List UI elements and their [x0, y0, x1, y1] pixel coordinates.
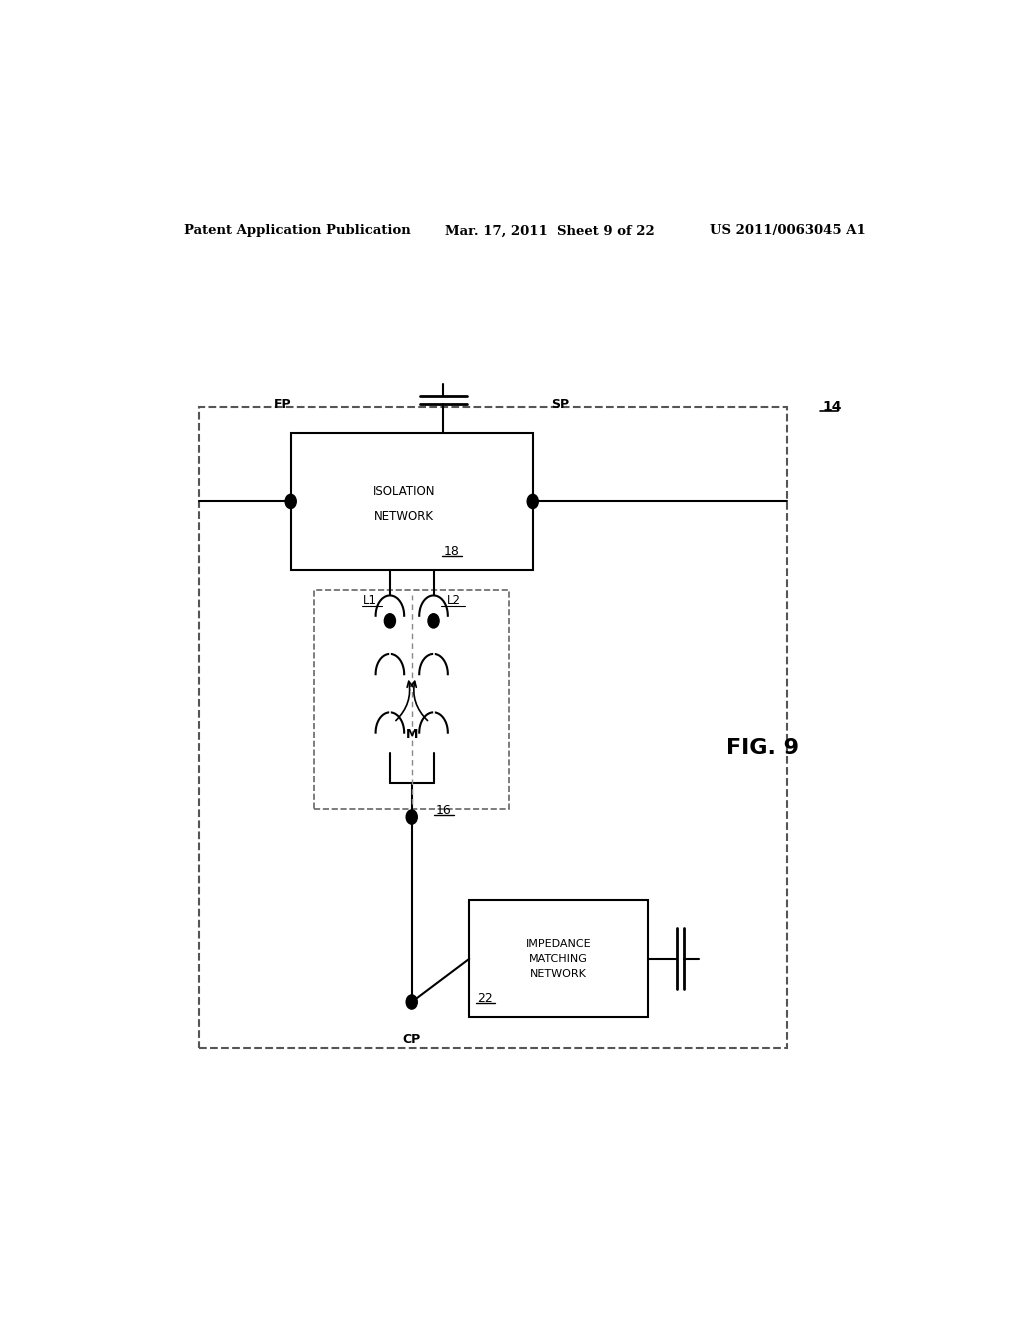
Text: 18: 18 — [443, 545, 460, 558]
Text: SP: SP — [552, 397, 569, 411]
Text: M: M — [406, 729, 418, 742]
Bar — [314, 590, 509, 809]
Circle shape — [527, 494, 539, 508]
Text: L1: L1 — [364, 594, 377, 607]
Text: ISOLATION: ISOLATION — [373, 484, 435, 498]
Circle shape — [428, 614, 439, 628]
Text: 14: 14 — [822, 400, 842, 414]
Text: Patent Application Publication: Patent Application Publication — [183, 224, 411, 238]
Text: NETWORK: NETWORK — [530, 969, 587, 979]
Bar — [469, 900, 648, 1018]
Text: FIG. 9: FIG. 9 — [726, 738, 800, 758]
Circle shape — [407, 995, 417, 1008]
Text: MATCHING: MATCHING — [529, 954, 588, 964]
Text: L2: L2 — [446, 594, 461, 607]
Circle shape — [384, 614, 395, 628]
Text: Mar. 17, 2011  Sheet 9 of 22: Mar. 17, 2011 Sheet 9 of 22 — [445, 224, 655, 238]
Text: 22: 22 — [477, 993, 493, 1006]
Text: FP: FP — [274, 397, 292, 411]
Text: CP: CP — [402, 1034, 421, 1047]
Text: IMPEDANCE: IMPEDANCE — [525, 939, 591, 949]
Circle shape — [285, 494, 296, 508]
Text: 16: 16 — [435, 804, 452, 817]
Text: US 2011/0063045 A1: US 2011/0063045 A1 — [711, 224, 866, 238]
Bar — [291, 433, 532, 570]
Bar — [200, 408, 786, 1048]
Circle shape — [407, 810, 417, 824]
Text: NETWORK: NETWORK — [374, 511, 434, 523]
